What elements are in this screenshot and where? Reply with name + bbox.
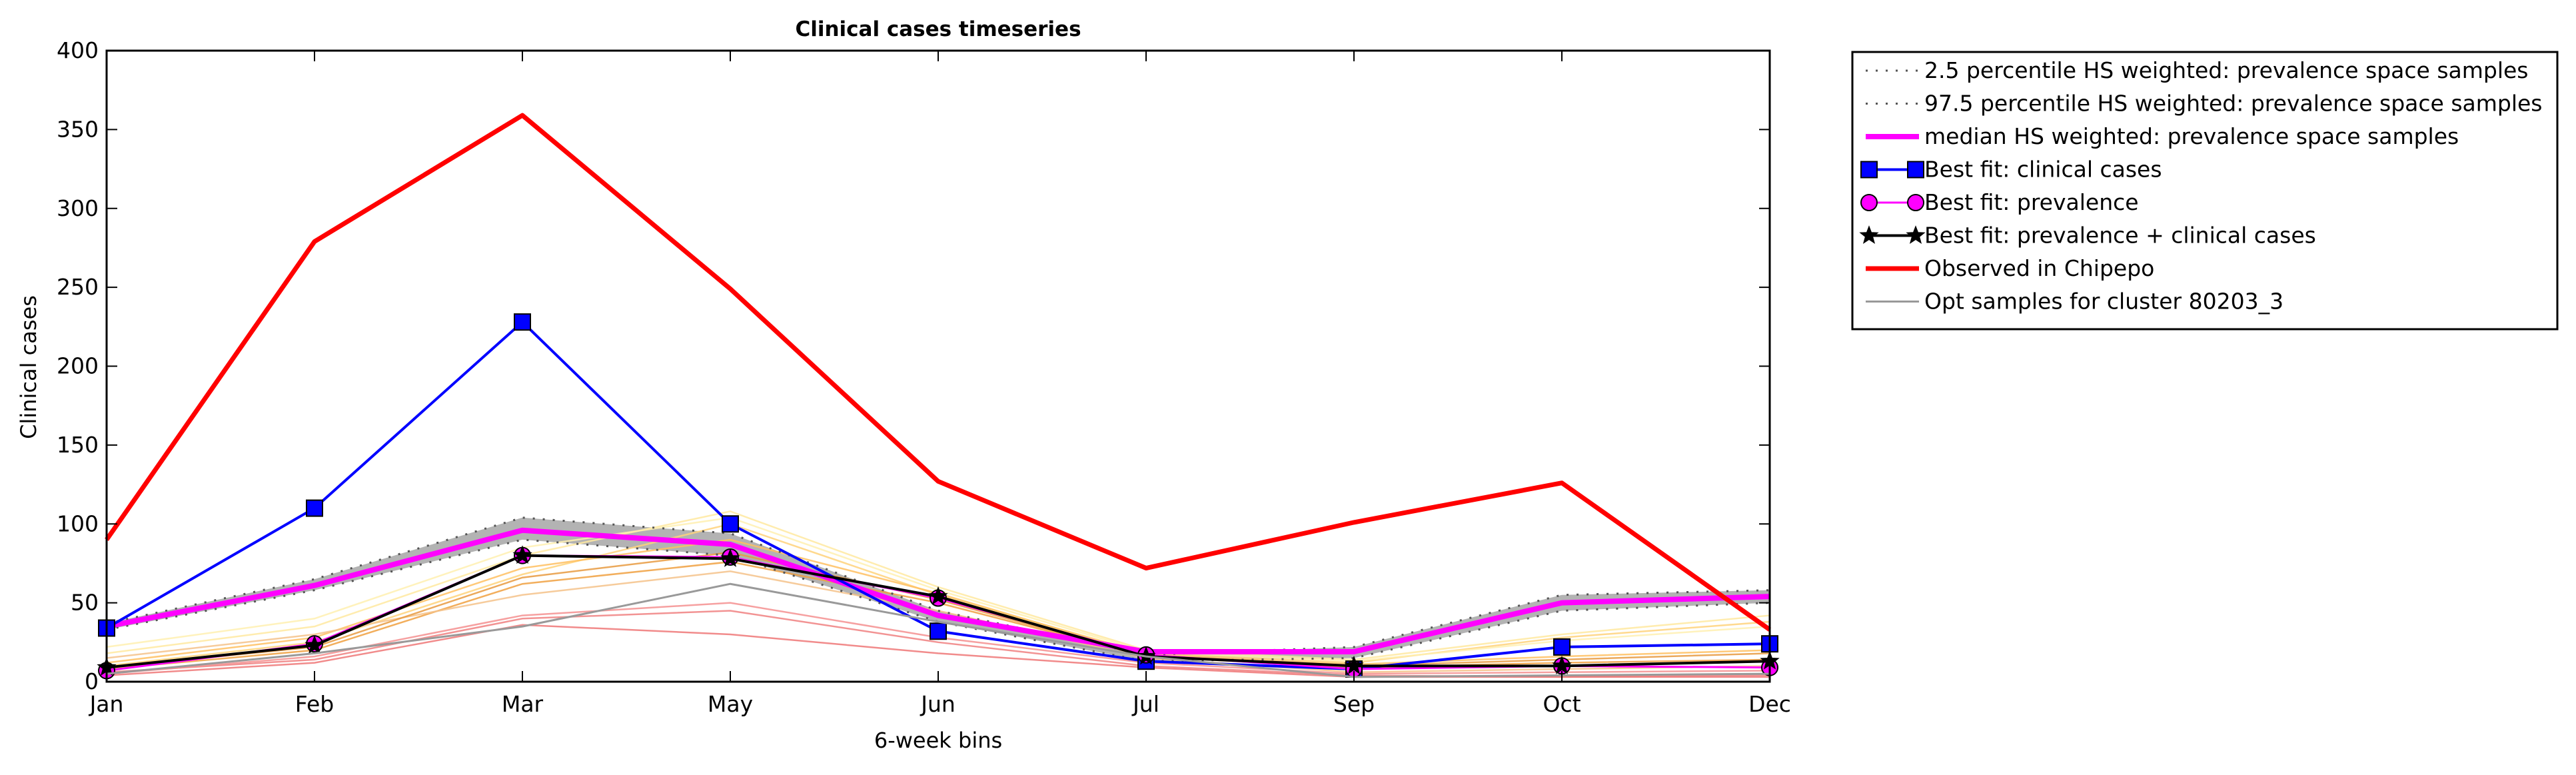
series-5-point-7 <box>1552 655 1572 674</box>
series-3-point-3 <box>722 515 739 533</box>
legend-label-2: median HS weighted: prevalence space sam… <box>1924 123 2459 149</box>
y-tick-label-7: 350 <box>57 116 99 142</box>
y-tick-label-4: 200 <box>57 353 99 379</box>
series-5-point-6 <box>1344 655 1364 674</box>
series-3-point-4 <box>930 622 947 640</box>
legend-marker-left-4 <box>1860 194 1878 211</box>
legend-marker-right-3 <box>1907 161 1924 179</box>
x-axis-label: 6-week bins <box>874 728 1002 753</box>
series-5-point-2 <box>512 545 532 564</box>
y-tick-label-6: 300 <box>57 195 99 221</box>
x-tick-label-2: Mar <box>502 691 544 717</box>
legend-label-7: Opt samples for cluster 80203_3 <box>1924 289 2283 315</box>
y-tick-label-2: 100 <box>57 510 99 536</box>
x-tick-label-7: Oct <box>1543 691 1581 717</box>
legend-label-3: Best fit: clinical cases <box>1924 157 2162 183</box>
plot-area: 0 50 100 150 200 250 300 350 400 Jan Feb Mar May Jun J… <box>57 37 1791 717</box>
sample-line-8 <box>106 624 1770 678</box>
y-tick-label-0: 0 <box>85 668 99 694</box>
legend-label-6: Observed in Chipepo <box>1924 255 2154 281</box>
x-tick-label-8: Dec <box>1748 691 1791 717</box>
legend-label-5: Best fit: prevalence + clinical cases <box>1924 223 2316 249</box>
y-tick-label-1: 50 <box>71 590 99 616</box>
series-line-2 <box>106 527 1770 655</box>
series-3-point-2 <box>514 313 531 331</box>
chart-title: Clinical cases timeseries <box>795 17 1081 41</box>
legend-marker-right-5 <box>1906 225 1926 244</box>
y-axis-label: Clinical cases <box>16 295 41 439</box>
series-3-point-7 <box>1553 638 1571 656</box>
x-tick-label-6: Sep <box>1333 691 1375 717</box>
legend-box <box>1851 51 2559 331</box>
series-line-1 <box>106 516 1770 656</box>
y-tick-label-5: 250 <box>57 274 99 300</box>
x-tick-label-0: Jan <box>89 691 124 717</box>
legend: 2.5 percentile HS weighted: prevalence s… <box>1851 51 2559 331</box>
series-5-point-1 <box>305 635 324 654</box>
x-tick-label-3: May <box>708 691 753 717</box>
legend-label-1: 97.5 percentile HS weighted: prevalence … <box>1924 91 2543 117</box>
series-line-6 <box>105 113 1772 632</box>
legend-label-4: Best fit: prevalence <box>1924 189 2139 215</box>
y-tick-label-3: 150 <box>57 432 99 458</box>
x-tick-label-4: Jun <box>920 691 956 717</box>
series-3-point-1 <box>306 499 323 517</box>
legend-marker-left-5 <box>1859 225 1879 244</box>
x-tick-label-5: Jul <box>1131 691 1159 717</box>
y-tick-label-8: 400 <box>57 37 99 63</box>
x-tick-label-1: Feb <box>295 691 334 717</box>
legend-marker-right-4 <box>1907 194 1924 211</box>
legend-marker-left-3 <box>1860 161 1878 179</box>
series-line-7 <box>106 582 1770 678</box>
series-5-point-3 <box>720 548 740 567</box>
series-5-point-4 <box>928 586 948 605</box>
legend-label-0: 2.5 percentile HS weighted: prevalence s… <box>1924 57 2529 83</box>
